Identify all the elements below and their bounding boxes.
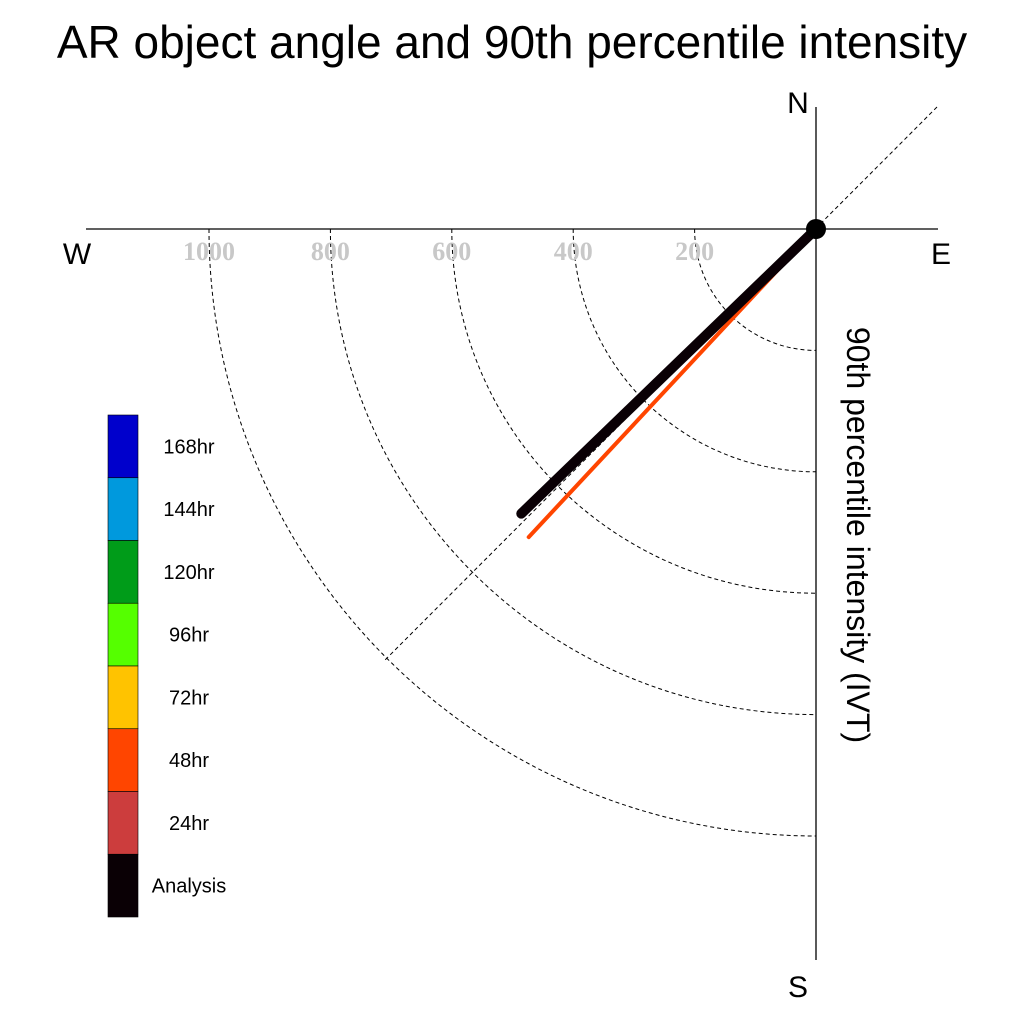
legend-label-120hr: 120hr <box>163 562 214 584</box>
legend-swatch-48hr <box>107 728 139 792</box>
origin-marker <box>806 219 826 239</box>
compass-north-label: N <box>787 87 809 120</box>
legend-swatch-120hr <box>107 540 139 604</box>
chart-title: AR object angle and 90th percentile inte… <box>57 16 967 68</box>
legend-swatch-144hr <box>107 477 139 541</box>
legend-swatch-96hr <box>107 602 139 667</box>
legend-label-24hr: 24hr <box>169 813 209 835</box>
tick-label-800: 800 <box>311 237 350 266</box>
compass-axes <box>86 106 938 960</box>
legend-swatch-24hr <box>107 791 139 855</box>
grid-arc-600 <box>451 228 817 594</box>
legend-label-96hr: 96hr <box>169 625 209 647</box>
compass-west-label: W <box>63 238 92 271</box>
legend-label-72hr: 72hr <box>169 687 209 709</box>
grid-arc-800 <box>329 228 817 716</box>
legend-label-analysis: Analysis <box>152 876 226 898</box>
legend: 168hr 144hr 120hr 96hr 72hr 48hr 24hr Analysis <box>107 414 226 918</box>
legend-label-144hr: 144hr <box>163 499 214 521</box>
legend-swatch-analysis <box>107 853 139 918</box>
vector-analysis <box>516 224 821 519</box>
radial-tick-labels: 200 400 600 800 1000 <box>183 237 714 266</box>
diagonal-reference-line <box>384 106 938 661</box>
legend-swatch-72hr <box>107 665 139 730</box>
legend-swatch-168hr <box>107 414 139 479</box>
compass-east-label: E <box>931 238 951 271</box>
compass-south-label: S <box>788 971 808 1004</box>
grid-arc-200 <box>694 228 817 351</box>
legend-label-168hr: 168hr <box>163 436 214 458</box>
legend-label-48hr: 48hr <box>169 750 209 772</box>
tick-label-1000: 1000 <box>183 237 235 266</box>
tick-label-400: 400 <box>554 237 593 266</box>
radial-axis-label: 90th percentile intensity (IVT) <box>840 327 876 743</box>
forecast-vectors <box>516 224 821 540</box>
tick-label-600: 600 <box>432 237 471 266</box>
tick-label-200: 200 <box>675 237 714 266</box>
